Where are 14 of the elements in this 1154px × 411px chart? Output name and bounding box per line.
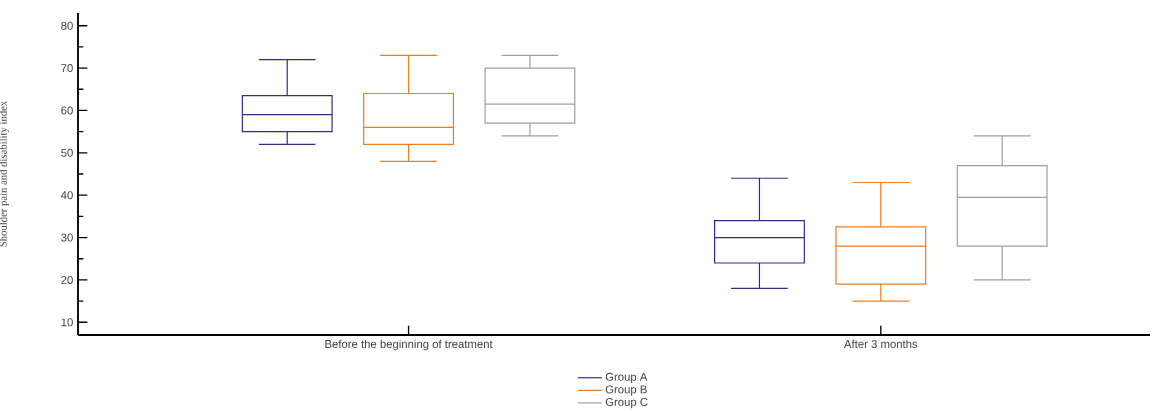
y-tick-label: 10 (61, 318, 73, 327)
legend-label: Group B (605, 385, 647, 396)
y-tick-label: 50 (61, 148, 73, 157)
y-tick-label: 80 (61, 21, 73, 30)
y-tick-label: 70 (61, 64, 73, 73)
y-tick-label: 30 (61, 233, 73, 242)
legend-label: Group C (605, 397, 648, 409)
legend-label: Group A (605, 372, 648, 384)
y-axis-title: Shoulder pain and disability index (0, 100, 9, 247)
y-tick-label: 40 (60, 191, 73, 200)
y-tick-label: 60 (61, 106, 73, 115)
x-tick-label: Before the beginning of treatment (325, 339, 493, 351)
y-tick-label: 20 (61, 275, 73, 284)
x-tick-label: After 3 months (843, 339, 918, 349)
